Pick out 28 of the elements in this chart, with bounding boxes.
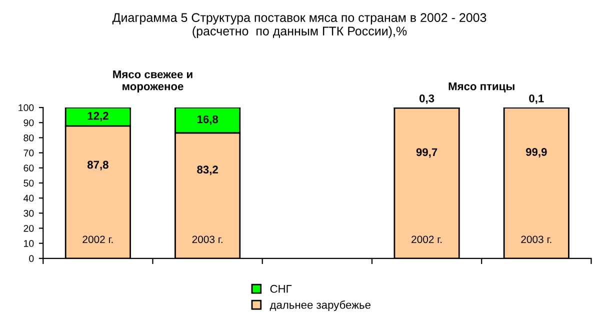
y-tick-label: 70 xyxy=(24,150,34,156)
legend-label: СНГ xyxy=(270,284,292,293)
legend-label: дальнее зарубежье xyxy=(270,300,370,311)
text: Мясо свежее и мороженое xyxy=(113,70,192,92)
y-tick-label: 10 xyxy=(24,240,34,247)
data-label: 0,3 xyxy=(420,94,434,104)
y-tick-label: 0 xyxy=(29,255,34,262)
chart-title: Диаграмма 5 Структура поставок мяса по странам в 2002 - 2003 (расчетно по данным ГТК России),% xyxy=(112,13,486,38)
data-label: 87,8 xyxy=(87,160,108,170)
x-tick-label: 2003 г. xyxy=(192,236,222,244)
x-tick-label: 2002 г. xyxy=(412,236,442,244)
x-tick-label: 2003 г. xyxy=(521,236,552,244)
y-tick-label: 30 xyxy=(24,210,34,217)
y-tick-label: 60 xyxy=(24,164,34,172)
y-tick-label: 90 xyxy=(24,119,34,126)
y-tick-label: 40 xyxy=(24,194,34,202)
y-tick-label: 50 xyxy=(24,180,34,187)
y-tick-label: 80 xyxy=(24,134,34,142)
data-label: 12,2 xyxy=(88,112,108,122)
text: Мясо птицы xyxy=(448,82,514,92)
y-tick-label: 20 xyxy=(24,224,34,232)
y-tick-label: 100 xyxy=(18,104,34,112)
data-label: 16,8 xyxy=(197,115,218,125)
data-label: 83,2 xyxy=(197,166,218,176)
data-label: 99,7 xyxy=(416,148,438,158)
data-label: 99,9 xyxy=(526,148,547,158)
data-label: 0,1 xyxy=(529,94,544,104)
x-tick-label: 2002 г. xyxy=(82,236,113,244)
